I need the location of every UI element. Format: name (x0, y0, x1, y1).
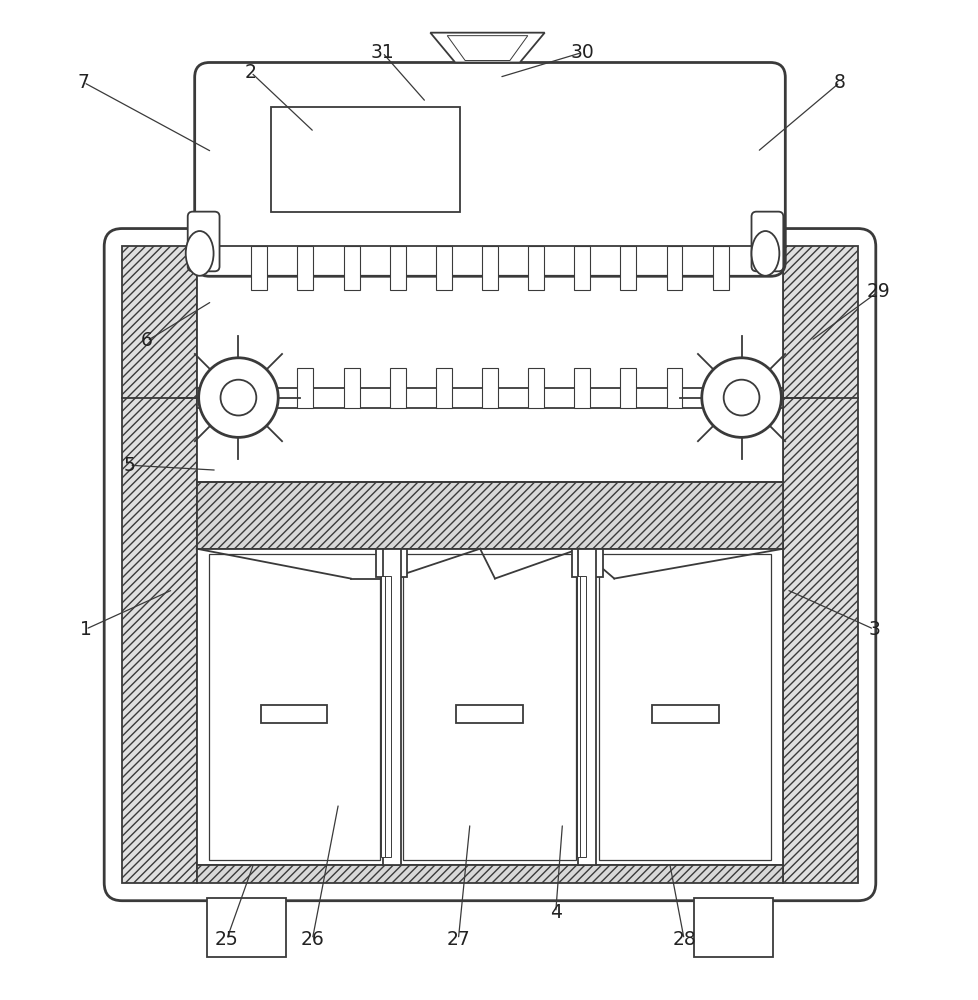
Circle shape (701, 358, 780, 437)
Bar (578, 549, 596, 865)
Text: 29: 29 (867, 282, 890, 301)
Text: 4: 4 (549, 903, 561, 922)
Text: 6: 6 (141, 331, 153, 350)
Bar (251, 368, 267, 408)
Bar (712, 368, 728, 408)
Bar (271, 107, 460, 212)
Bar (666, 368, 682, 408)
Text: 3: 3 (867, 620, 879, 639)
Bar (122, 246, 197, 883)
Bar (297, 246, 313, 290)
FancyBboxPatch shape (195, 62, 784, 276)
Bar (576, 576, 582, 857)
Polygon shape (430, 33, 544, 62)
Bar (380, 576, 386, 857)
Bar (528, 368, 544, 408)
Bar (343, 368, 359, 408)
Circle shape (199, 358, 278, 437)
Text: 25: 25 (214, 930, 239, 949)
Bar (197, 549, 782, 865)
Text: 30: 30 (569, 43, 594, 62)
Text: 27: 27 (446, 930, 469, 949)
Bar (208, 554, 379, 860)
Bar (620, 246, 636, 290)
Bar (481, 246, 498, 290)
Bar (712, 246, 728, 290)
Bar (481, 368, 498, 408)
Bar (343, 246, 359, 290)
Bar (251, 246, 267, 290)
Bar (620, 368, 636, 408)
Bar (403, 554, 575, 860)
Bar (382, 549, 400, 865)
Polygon shape (447, 36, 527, 61)
Bar (456, 705, 522, 723)
Bar (666, 246, 682, 290)
Bar (599, 554, 771, 860)
Text: 7: 7 (77, 73, 89, 92)
FancyBboxPatch shape (188, 212, 219, 271)
Bar (389, 368, 405, 408)
Text: 28: 28 (672, 930, 695, 949)
Bar (435, 368, 452, 408)
Bar (197, 482, 782, 549)
Bar (782, 246, 857, 883)
Bar (261, 705, 327, 723)
Bar (206, 898, 286, 957)
Bar (297, 368, 313, 408)
Bar (197, 865, 782, 883)
Text: 1: 1 (79, 620, 91, 639)
Text: 5: 5 (123, 456, 135, 475)
Text: 2: 2 (244, 63, 256, 82)
Bar (571, 549, 602, 577)
Circle shape (220, 380, 256, 415)
Text: 8: 8 (833, 73, 845, 92)
Ellipse shape (751, 231, 778, 276)
Text: 31: 31 (370, 43, 394, 62)
Bar (574, 368, 590, 408)
Bar (574, 246, 590, 290)
Bar (651, 705, 718, 723)
Circle shape (723, 380, 759, 415)
Bar (693, 898, 773, 957)
Bar (389, 246, 405, 290)
Bar (197, 246, 782, 616)
Bar (580, 576, 586, 857)
Bar (384, 576, 390, 857)
Text: 26: 26 (300, 930, 324, 949)
Bar (528, 246, 544, 290)
FancyBboxPatch shape (104, 229, 875, 901)
FancyBboxPatch shape (751, 212, 782, 271)
Bar (376, 549, 407, 577)
Ellipse shape (186, 231, 213, 276)
Bar (435, 246, 452, 290)
